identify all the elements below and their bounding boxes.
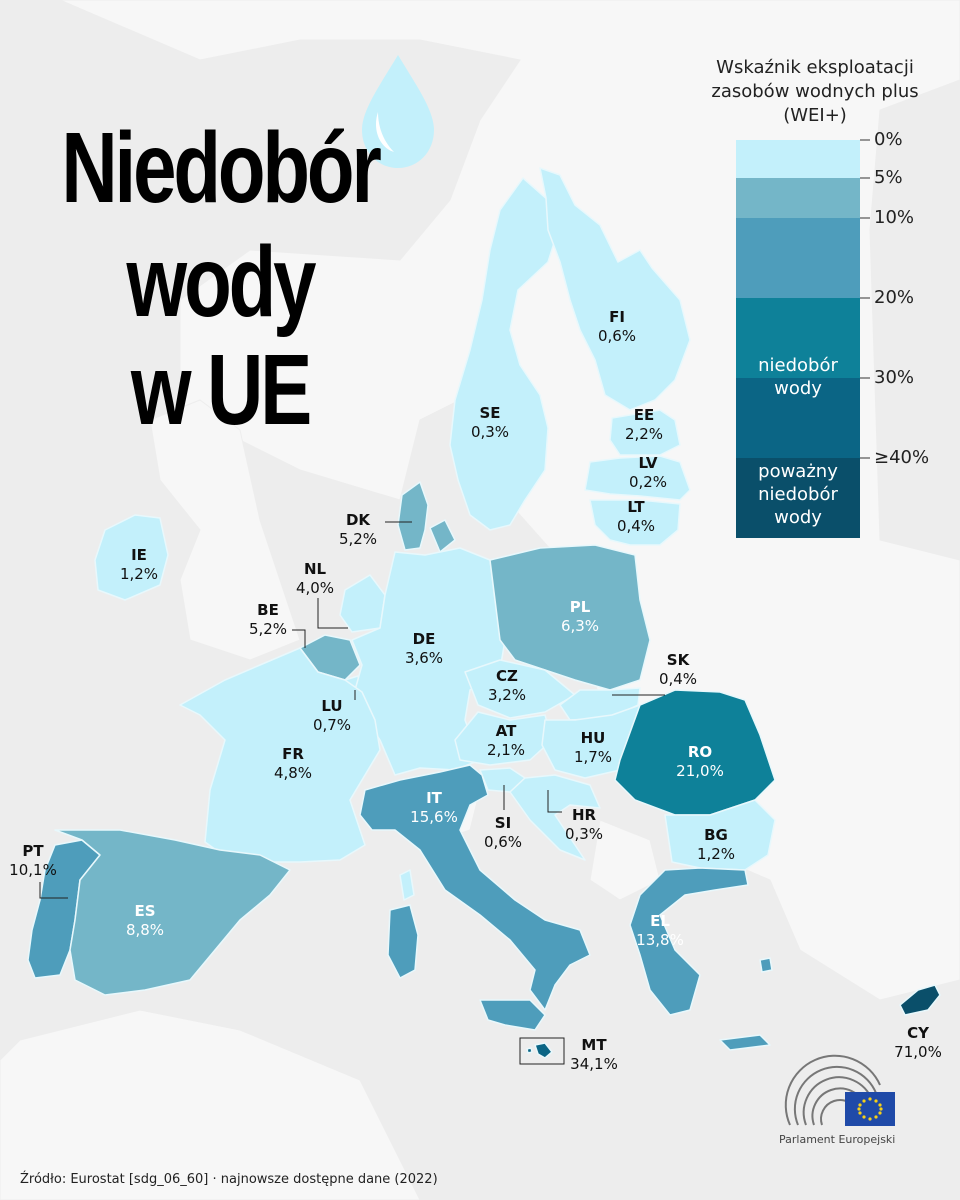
label-bg: BG 1,2% [696,826,736,863]
label-cy: CY 71,0% [894,1024,942,1061]
title-line-2: wody [126,226,317,338]
label-hu: HU 1,7% [573,729,613,766]
label-sk: SK 0,4% [658,651,698,688]
country-bg [664,799,776,871]
malta-inset-box [519,1037,565,1065]
label-mt: MT 34,1% [570,1036,618,1073]
country-hr [509,774,601,861]
eu-flag-icon [845,1092,895,1126]
country-fi [539,167,691,411]
legend-band-severe: poważny niedobór wody [758,461,838,528]
label-pt: PT 10,1% [9,842,57,879]
land-africa [0,1009,421,1200]
legend-title: Wskaźnik eksploatacji zasobów wodnych pl… [711,57,919,126]
country-cz [464,659,576,719]
label-pl: PL 6,3% [560,598,600,635]
legend-tick-40: ≥40% [874,447,930,468]
legend-tick-30: 30% [874,367,915,388]
title-line-3: w UE [130,334,312,446]
country-it [359,764,591,1031]
label-lt: LT 0,4% [616,498,656,535]
label-dk: DK 5,2% [338,511,378,548]
country-pl [489,544,651,691]
country-dk [397,481,456,553]
country-lt [589,499,681,546]
country-mt [526,1042,553,1059]
country-fr [179,647,415,901]
legend-band-shortage: niedobór wody [758,355,838,399]
country-lv [584,455,691,501]
label-ro: RO 21,0% [676,743,724,780]
leader-lines [39,521,665,899]
label-be: BE 5,2% [248,601,288,638]
legend-tick-10: 10% [874,207,915,228]
legend-tick-0: 0% [874,129,903,150]
water-drop-icon [362,55,434,168]
label-at: AT 2,1% [486,722,526,759]
label-fi: FI 0,6% [597,308,637,345]
legend-tick-20: 20% [874,287,915,308]
parliament-logo-text: Parlament Europejski [779,1133,896,1146]
label-de: DE 3,6% [404,630,444,667]
country-ee [609,409,681,456]
legend-tick-marks [860,139,870,459]
legend-scale [736,140,860,538]
land-uk [149,399,301,661]
label-cz: CZ 3,2% [487,667,527,704]
country-se [449,177,556,531]
legend-tick-5: 5% [874,167,903,188]
country-cy [899,984,941,1016]
source-note: Źródło: Eurostat [sdg_06_60] · najnowsze… [20,1172,438,1187]
label-hr: HR 0,3% [564,806,604,843]
label-el: EL 13,8% [636,912,684,949]
label-ie: IE 1,2% [119,546,159,583]
label-ee: EE 2,2% [624,406,664,443]
label-se: SE 0,3% [470,404,510,441]
country-es [54,829,291,996]
label-lv: LV 0,2% [628,454,668,491]
country-el [629,867,773,1051]
label-nl: NL 4,0% [295,560,335,597]
land-balkans [589,819,661,901]
label-lu: LU 0,7% [312,697,352,734]
label-si: SI 0,6% [483,814,523,851]
title-line-1: Niedobór [61,112,381,224]
label-it: IT 15,6% [410,789,458,826]
label-fr: FR 4,8% [273,745,313,782]
country-ie [94,514,169,601]
label-es: ES 8,8% [125,902,165,939]
